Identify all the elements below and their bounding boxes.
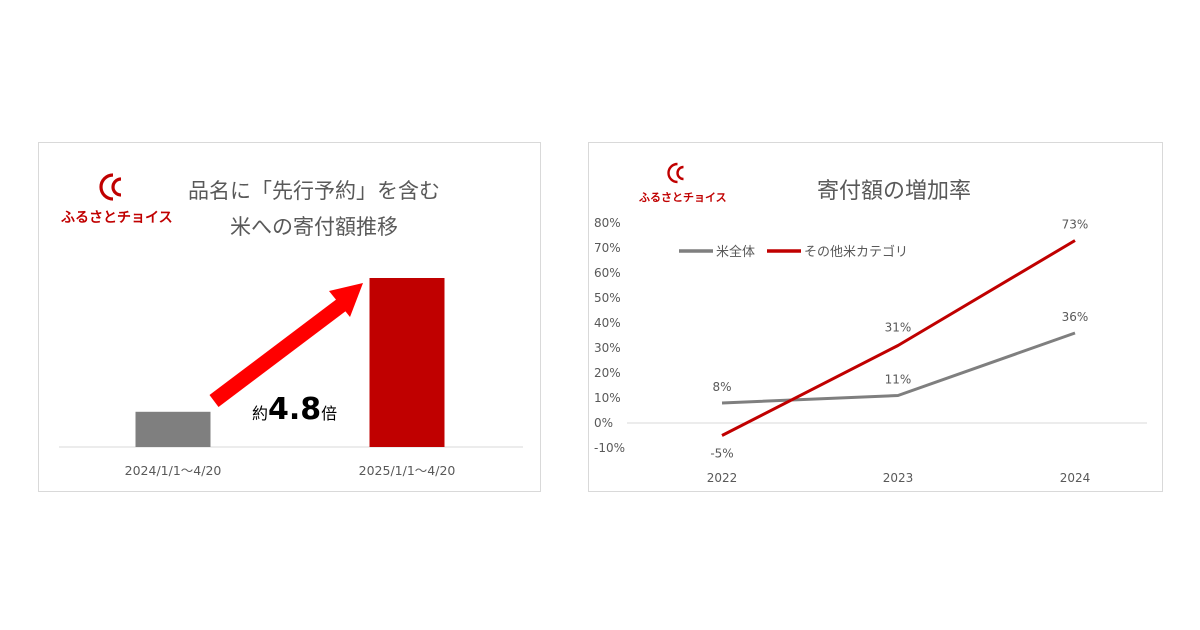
bar-2 bbox=[369, 278, 445, 447]
callout-value: 4.8 bbox=[268, 392, 321, 427]
line-chart-panel: ふるさとチョイス 寄付額の増加率 80% 70% 60% 50% 40% 30% 20% 10… bbox=[588, 142, 1163, 492]
data-label: 8% bbox=[712, 380, 731, 394]
bar-chart-title-line1: 品名に「先行予約」を含む bbox=[188, 179, 440, 203]
data-label: 11% bbox=[885, 373, 912, 387]
y-tick-label: -10% bbox=[594, 441, 625, 455]
bar-category-label: 2025/1/1～4/20 bbox=[359, 463, 456, 478]
y-tick-label: 20% bbox=[594, 366, 621, 380]
x-tick-label: 2023 bbox=[883, 471, 914, 485]
data-label: 73% bbox=[1062, 218, 1089, 232]
line-chart-title: 寄付額の増加率 bbox=[816, 179, 971, 204]
line-chart-plot: 80% 70% 60% 50% 40% 30% 20% 10% 0% -10% 2022 2023 20… bbox=[594, 216, 1147, 485]
data-label: -5% bbox=[710, 447, 733, 461]
callout-suffix: 倍 bbox=[321, 404, 337, 423]
bar-chart-plot: 2024/1/1～4/20 2025/1/1～4/20 約4.8倍 bbox=[59, 278, 523, 478]
brand-logo-text: ふるさとチョイス bbox=[61, 210, 173, 226]
growth-arrow-icon bbox=[209, 283, 363, 407]
callout-prefix: 約 bbox=[252, 404, 268, 423]
legend-label: 米全体 bbox=[716, 244, 755, 260]
y-tick-label: 70% bbox=[594, 241, 621, 255]
furusato-choice-logo-icon bbox=[667, 162, 684, 184]
y-tick-label: 0% bbox=[594, 416, 613, 430]
x-tick-label: 2022 bbox=[707, 471, 738, 485]
y-tick-label: 80% bbox=[594, 216, 621, 230]
bar-1 bbox=[135, 411, 211, 447]
data-label: 31% bbox=[885, 321, 912, 335]
series-line-2 bbox=[721, 239, 1076, 437]
bar-chart-title-line2: 米への寄付額推移 bbox=[230, 215, 398, 239]
y-tick-label: 40% bbox=[594, 316, 621, 330]
y-tick-label: 30% bbox=[594, 341, 621, 355]
legend-label: その他米カテゴリ bbox=[804, 244, 908, 260]
bar-chart-panel: ふるさとチョイス 品名に「先行予約」を含む 米への寄付額推移 2024/1/1～… bbox=[38, 142, 541, 492]
data-label: 36% bbox=[1062, 310, 1089, 324]
brand-logo-text: ふるさとチョイス bbox=[639, 191, 727, 204]
series-line-1 bbox=[721, 331, 1076, 405]
y-tick-label: 50% bbox=[594, 291, 621, 305]
bar-category-label: 2024/1/1～4/20 bbox=[125, 463, 222, 478]
multiplier-callout: 約4.8倍 bbox=[252, 392, 337, 427]
y-tick-label: 60% bbox=[594, 266, 621, 280]
x-tick-label: 2024 bbox=[1060, 471, 1091, 485]
y-tick-label: 10% bbox=[594, 391, 621, 405]
furusato-choice-logo-icon bbox=[99, 173, 122, 201]
